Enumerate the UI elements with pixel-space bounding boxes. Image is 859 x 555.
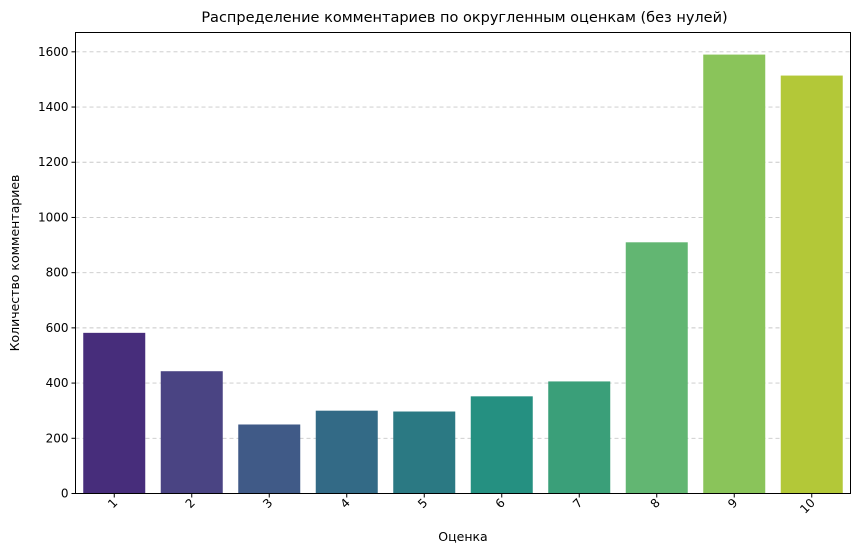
y-tick-label: 1400: [38, 100, 69, 114]
y-tick-label: 1600: [38, 45, 69, 59]
x-tick-label: 3: [260, 496, 275, 511]
bar-9: [703, 54, 766, 494]
bar-7: [548, 381, 611, 494]
bar-6: [470, 396, 533, 494]
x-tick-label: 1: [105, 496, 120, 511]
x-tick-label: 2: [183, 496, 198, 511]
x-axis-ticks: 1 2 3 4 5 6 7 8 9 10: [105, 493, 818, 517]
bar-5: [393, 411, 456, 494]
x-tick-label: 6: [493, 496, 508, 511]
bar-8: [625, 242, 688, 494]
y-tick-label: 200: [46, 431, 69, 445]
bar-1: [83, 332, 146, 494]
bars: [83, 54, 843, 494]
x-axis-label: Оценка: [438, 529, 487, 544]
plot-frame: [75, 32, 851, 494]
y-tick-label: 1000: [38, 210, 69, 224]
x-tick-label: 8: [648, 496, 663, 511]
y-axis-label: Количество комментариев: [7, 175, 22, 352]
x-tick-label: 5: [415, 496, 430, 511]
y-tick-label: 0: [61, 487, 69, 501]
bar-4: [315, 410, 378, 494]
y-tick-label: 400: [46, 376, 69, 390]
x-tick-label: 7: [570, 496, 585, 511]
bar-3: [238, 424, 301, 494]
x-tick-label: 10: [797, 496, 818, 517]
y-tick-label: 800: [46, 266, 69, 280]
x-tick-label: 4: [338, 496, 353, 511]
y-tick-label: 600: [46, 321, 69, 335]
y-axis-ticks: 0 200 400 600 800 1000 1200 1400 1600: [38, 45, 76, 501]
bar-2: [160, 371, 223, 494]
x-tick-label: 9: [725, 496, 740, 511]
chart-title: Распределение комментариев по округленны…: [201, 10, 727, 26]
y-tick-label: 1200: [38, 155, 69, 169]
bar-10: [780, 75, 843, 494]
